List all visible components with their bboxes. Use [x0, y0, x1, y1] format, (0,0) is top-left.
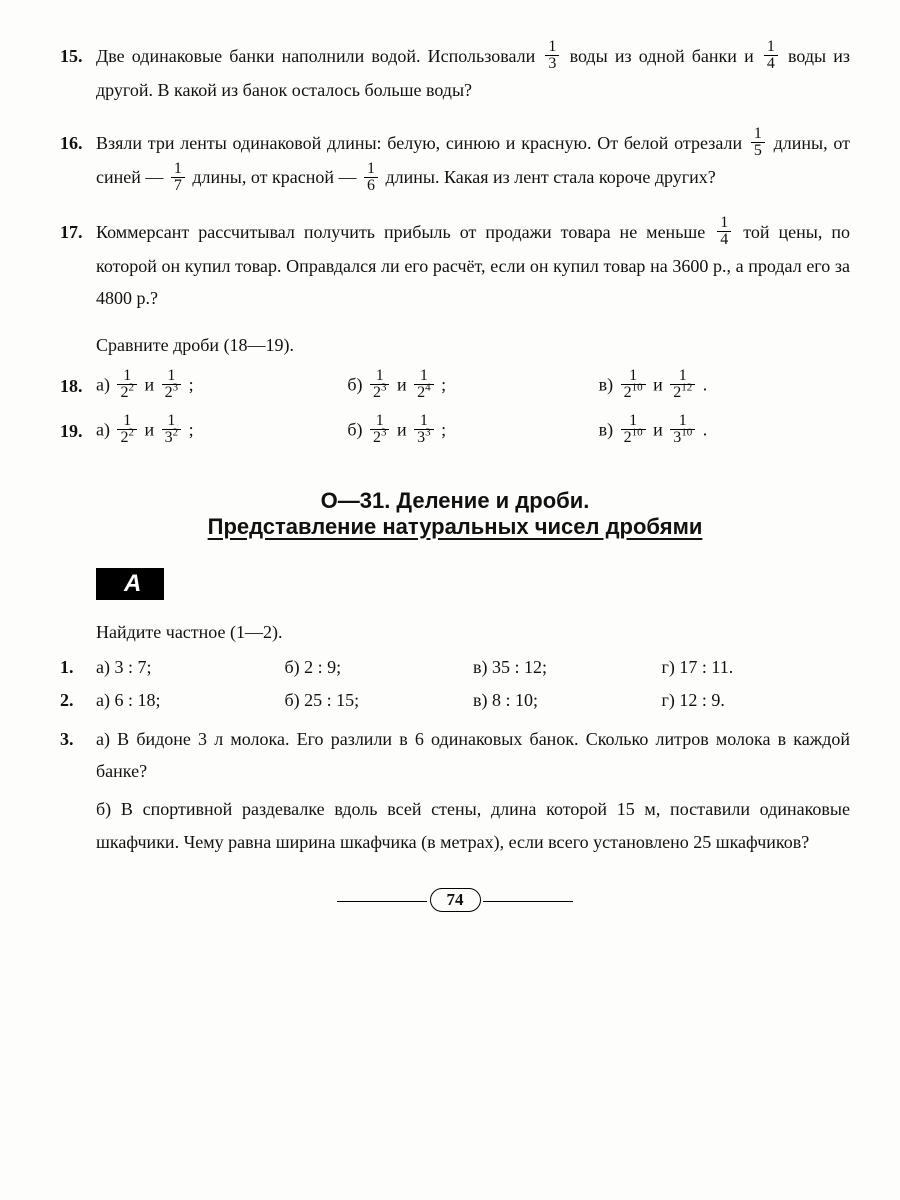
problem-number: 15.	[60, 40, 96, 107]
instruction-compare: Сравните дроби (18—19).	[96, 335, 850, 356]
problem-number: 3.	[60, 723, 96, 859]
problem-3: 3. а) В бидоне 3 л молока. Его разлили в…	[60, 723, 850, 859]
option-c: в) 1210 и 1212 .	[599, 370, 850, 403]
fraction: 15	[751, 126, 765, 159]
problem-15: 15. Две одинаковые банки наполнили водой…	[60, 40, 850, 107]
problem-number: 18.	[60, 376, 96, 397]
text: Взяли три ленты одинаковой длины: белую,…	[96, 133, 748, 153]
instruction-quotient: Найдите частное (1—2).	[96, 622, 850, 643]
options: а) 122 и 132 ; б) 123 и 133 ; в) 1210 и …	[96, 415, 850, 448]
section-line1: О—31. Деление и дроби.	[60, 488, 850, 514]
option-a: а) 6 : 18;	[96, 690, 285, 711]
fraction: 14	[717, 215, 731, 248]
problem-17: 17. Коммерсант рассчитывал получить приб…	[60, 216, 850, 315]
option-c: в) 8 : 10;	[473, 690, 662, 711]
option-c: в) 1210 и 1310 .	[599, 415, 850, 448]
page-number-value: 74	[430, 888, 481, 912]
section-line2: Представление натуральных чисел дробями	[60, 514, 850, 540]
option-a: а) 122 и 123 ;	[96, 370, 347, 403]
option-d: г) 17 : 11.	[662, 657, 851, 678]
text: Две одинаковые банки наполнили водой. Ис…	[96, 46, 542, 66]
text: длины, от красной —	[192, 167, 361, 187]
problem-body: Коммерсант рассчитывал получить прибыль …	[96, 216, 850, 315]
text: воды из одной банки и	[570, 46, 761, 66]
option-b: б) 2 : 9;	[285, 657, 474, 678]
option-a: а) 3 : 7;	[96, 657, 285, 678]
text: длины. Какая из лент стала короче других…	[386, 167, 716, 187]
option-b: б) 25 : 15;	[285, 690, 474, 711]
problem-number: 17.	[60, 216, 96, 315]
problem-18: 18. а) 122 и 123 ; б) 123 и 124 ; в) 121…	[60, 370, 850, 403]
option-a: а) 122 и 132 ;	[96, 415, 347, 448]
problem-body: Две одинаковые банки наполнили водой. Ис…	[96, 40, 850, 107]
option-b: б) 123 и 124 ;	[347, 370, 598, 403]
option-c: в) 35 : 12;	[473, 657, 662, 678]
fraction: 13	[545, 39, 559, 72]
problem-2: 2. а) 6 : 18; б) 25 : 15; в) 8 : 10; г) …	[60, 690, 850, 711]
problem-number: 1.	[60, 657, 96, 678]
problem-body: а) В бидоне 3 л молока. Его разлили в 6 …	[96, 723, 850, 859]
problem-number: 2.	[60, 690, 96, 711]
problem-19: 19. а) 122 и 132 ; б) 123 и 133 ; в) 121…	[60, 415, 850, 448]
section-title: О—31. Деление и дроби. Представление нат…	[60, 488, 850, 540]
problem-1: 1. а) 3 : 7; б) 2 : 9; в) 35 : 12; г) 17…	[60, 657, 850, 678]
difficulty-label: А	[96, 568, 164, 600]
option-d: г) 12 : 9.	[662, 690, 851, 711]
problem-16: 16. Взяли три ленты одинаковой длины: бе…	[60, 127, 850, 196]
part-b: б) В спортивной раздевалке вдоль всей ст…	[96, 793, 850, 858]
option-b: б) 123 и 133 ;	[347, 415, 598, 448]
problem-number: 16.	[60, 127, 96, 196]
options: а) 122 и 123 ; б) 123 и 124 ; в) 1210 и …	[96, 370, 850, 403]
fraction: 17	[171, 161, 185, 194]
page-number: 74	[60, 888, 850, 912]
part-a: а) В бидоне 3 л молока. Его разлили в 6 …	[96, 723, 850, 788]
options: а) 3 : 7; б) 2 : 9; в) 35 : 12; г) 17 : …	[96, 657, 850, 678]
problem-body: Взяли три ленты одинаковой длины: белую,…	[96, 127, 850, 196]
problem-number: 19.	[60, 421, 96, 442]
text: Коммерсант рассчитывал получить прибыль …	[96, 222, 714, 242]
fraction: 16	[364, 161, 378, 194]
fraction: 14	[764, 39, 778, 72]
options: а) 6 : 18; б) 25 : 15; в) 8 : 10; г) 12 …	[96, 690, 850, 711]
